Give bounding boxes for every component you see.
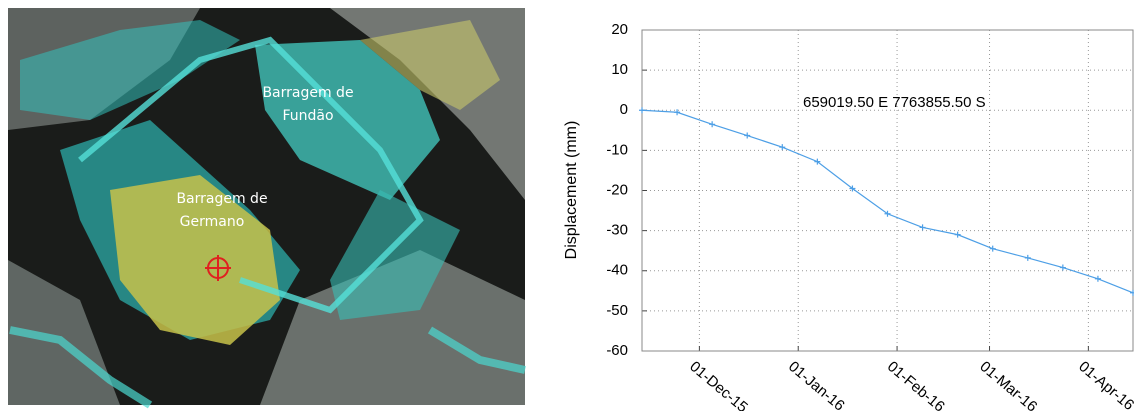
data-marker xyxy=(744,133,750,139)
x-tick-label: 01-Dec-15 xyxy=(686,358,751,411)
map-label: Barragem de xyxy=(262,85,353,101)
x-tick-label: 01-Feb-16 xyxy=(884,358,948,411)
data-marker xyxy=(779,144,785,150)
satellite-map: Barragem de Fundão Barragem de Germano xyxy=(8,8,525,405)
y-tick-label: -20 xyxy=(606,181,628,198)
y-tick-label: 10 xyxy=(611,61,628,78)
data-marker xyxy=(955,232,961,238)
page: Barragem de Fundão Barragem de Germano 6… xyxy=(0,0,1134,411)
annotation: 659019.50 E 7763855.50 S xyxy=(803,94,986,111)
data-marker xyxy=(990,246,996,252)
y-tick-label: 0 xyxy=(620,101,628,118)
map-label: Barragem de xyxy=(176,191,267,207)
data-marker xyxy=(1060,265,1066,271)
y-tick-label: -40 xyxy=(606,262,628,279)
y-tick-label: -10 xyxy=(606,141,628,158)
data-marker xyxy=(920,224,926,230)
data-marker xyxy=(709,121,715,127)
x-tick-label: 01-Jan-16 xyxy=(785,358,848,411)
y-tick-label: -60 xyxy=(606,342,628,359)
map-label: Fundão xyxy=(282,108,333,124)
data-line xyxy=(642,110,1133,293)
x-tick-label: 01-Mar-16 xyxy=(976,358,1040,411)
y-tick-label: -50 xyxy=(606,302,628,319)
data-marker xyxy=(1130,290,1134,296)
y-tick-label: 20 xyxy=(611,21,628,38)
data-marker xyxy=(639,107,645,113)
x-tick-label: 01-Apr-16 xyxy=(1075,358,1134,411)
data-marker xyxy=(1095,276,1101,282)
y-tick-label: -30 xyxy=(606,222,628,239)
map-label: Germano xyxy=(180,214,245,230)
y-axis-label: Displacement (mm) xyxy=(563,121,580,260)
data-marker xyxy=(1025,255,1031,261)
plot-frame xyxy=(642,30,1133,351)
